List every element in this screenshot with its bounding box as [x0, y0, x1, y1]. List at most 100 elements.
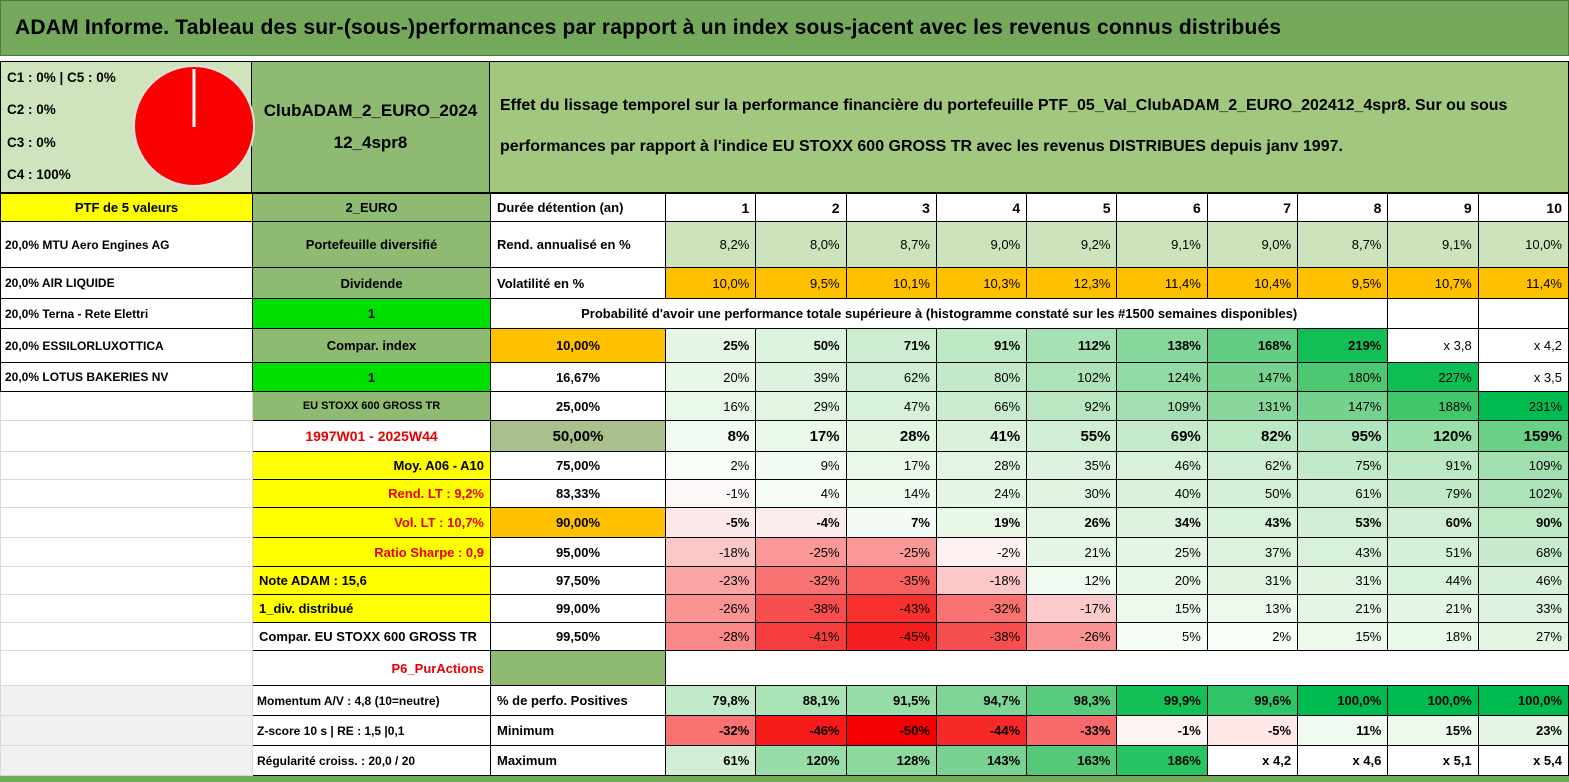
p6-puractions-value-10[interactable] — [1478, 650, 1569, 686]
p95-value-2[interactable]: -25% — [755, 537, 847, 567]
probability-header-tail-2[interactable] — [1477, 298, 1569, 329]
p975-value-6[interactable]: 20% — [1116, 566, 1208, 595]
p95-value-5[interactable]: 21% — [1026, 537, 1118, 567]
p50-value-9[interactable]: 120% — [1387, 420, 1479, 452]
duration-header-value-1[interactable]: 1 — [664, 193, 757, 222]
duration-header-value-3[interactable]: 3 — [845, 193, 937, 222]
p99-value-1[interactable]: -26% — [664, 594, 757, 623]
perfo-positives-value-9[interactable]: 100,0% — [1387, 685, 1479, 716]
p16-left[interactable]: 20,0% LOTUS BAKERIES NV — [0, 362, 253, 392]
p995-value-2[interactable]: -41% — [755, 622, 847, 651]
p995-left[interactable] — [0, 622, 253, 651]
p90-value-4[interactable]: 19% — [935, 507, 1028, 538]
p75-value-3[interactable]: 17% — [845, 451, 937, 480]
p25-value-5[interactable]: 92% — [1026, 391, 1118, 421]
p83-left[interactable] — [0, 479, 253, 508]
p25-value-8[interactable]: 147% — [1297, 391, 1389, 421]
p16-label[interactable]: 16,67% — [490, 362, 666, 392]
p10-value-8[interactable]: 219% — [1297, 328, 1389, 363]
p83-value-1[interactable]: -1% — [664, 479, 757, 508]
p75-left[interactable] — [0, 451, 253, 480]
p25-value-6[interactable]: 109% — [1116, 391, 1208, 421]
p83-label[interactable]: 83,33% — [490, 479, 666, 508]
probability-header-tail-1[interactable] — [1387, 298, 1479, 329]
p95-value-3[interactable]: -25% — [845, 537, 937, 567]
p50-value-8[interactable]: 95% — [1297, 420, 1389, 452]
p99-value-3[interactable]: -43% — [845, 594, 937, 623]
p16-value-7[interactable]: 147% — [1206, 362, 1299, 392]
rend-annualise-value-7[interactable]: 9,0% — [1206, 221, 1299, 268]
p83-mid[interactable]: Rend. LT : 9,2% — [252, 479, 491, 508]
p99-value-7[interactable]: 13% — [1206, 594, 1299, 623]
p6-puractions-label[interactable] — [490, 650, 666, 686]
p75-value-7[interactable]: 62% — [1206, 451, 1299, 480]
volatilite-value-2[interactable]: 9,5% — [755, 267, 847, 299]
p975-value-4[interactable]: -18% — [935, 566, 1028, 595]
probability-header-merged[interactable]: Probabilité d'avoir une performance tota… — [489, 298, 1389, 329]
p16-value-5[interactable]: 102% — [1026, 362, 1118, 392]
p16-value-9[interactable]: 227% — [1387, 362, 1479, 392]
duration-header-value-10[interactable]: 10 — [1477, 193, 1569, 222]
duration-header-value-8[interactable]: 8 — [1297, 193, 1389, 222]
minimum-value-9[interactable]: 15% — [1387, 715, 1479, 746]
probability-header-left[interactable]: 20,0% Terna - Rete Elettri — [0, 298, 253, 329]
duration-header-value-4[interactable]: 4 — [935, 193, 1028, 222]
p90-left[interactable] — [0, 507, 253, 538]
p83-value-5[interactable]: 30% — [1026, 479, 1118, 508]
p6-puractions-value-7[interactable] — [1207, 650, 1298, 686]
p90-label[interactable]: 90,00% — [490, 507, 666, 538]
p10-left[interactable]: 20,0% ESSILORLUXOTTICA — [0, 328, 253, 363]
p50-value-3[interactable]: 28% — [845, 420, 937, 452]
rend-annualise-value-5[interactable]: 9,2% — [1026, 221, 1118, 268]
duration-header-value-5[interactable]: 5 — [1026, 193, 1118, 222]
volatilite-left[interactable]: 20,0% AIR LIQUIDE — [0, 267, 253, 299]
p95-value-1[interactable]: -18% — [664, 537, 757, 567]
maximum-value-7[interactable]: x 4,2 — [1206, 745, 1299, 776]
p90-value-10[interactable]: 90% — [1477, 507, 1569, 538]
volatilite-value-7[interactable]: 10,4% — [1206, 267, 1299, 299]
minimum-value-1[interactable]: -32% — [664, 715, 757, 746]
p10-value-10[interactable]: x 4,2 — [1477, 328, 1569, 363]
volatilite-value-8[interactable]: 9,5% — [1297, 267, 1389, 299]
p95-value-8[interactable]: 43% — [1297, 537, 1389, 567]
p90-value-2[interactable]: -4% — [755, 507, 847, 538]
perfo-positives-value-6[interactable]: 99,9% — [1116, 685, 1208, 716]
p50-mid[interactable]: 1997W01 - 2025W44 — [252, 420, 491, 452]
p90-mid[interactable]: Vol. LT : 10,7% — [252, 507, 491, 538]
p50-left[interactable] — [0, 420, 253, 452]
p90-value-6[interactable]: 34% — [1116, 507, 1208, 538]
p975-value-9[interactable]: 44% — [1387, 566, 1479, 595]
p95-value-10[interactable]: 68% — [1477, 537, 1569, 567]
p6-puractions-value-2[interactable] — [755, 650, 847, 686]
duration-header-value-6[interactable]: 6 — [1116, 193, 1208, 222]
p95-value-6[interactable]: 25% — [1116, 537, 1208, 567]
p16-value-3[interactable]: 62% — [845, 362, 937, 392]
volatilite-value-5[interactable]: 12,3% — [1026, 267, 1118, 299]
rend-annualise-value-8[interactable]: 8,7% — [1297, 221, 1389, 268]
minimum-value-8[interactable]: 11% — [1297, 715, 1389, 746]
p90-value-1[interactable]: -5% — [664, 507, 757, 538]
perfo-positives-value-5[interactable]: 98,3% — [1026, 685, 1118, 716]
p50-value-1[interactable]: 8% — [664, 420, 757, 452]
maximum-value-3[interactable]: 128% — [845, 745, 937, 776]
p99-value-9[interactable]: 21% — [1387, 594, 1479, 623]
portfolio-name-cell[interactable]: ClubADAM_2_EURO_202412_4spr8 — [252, 62, 490, 192]
minimum-value-5[interactable]: -33% — [1026, 715, 1118, 746]
perfo-positives-value-4[interactable]: 94,7% — [935, 685, 1028, 716]
perfo-positives-value-7[interactable]: 99,6% — [1206, 685, 1299, 716]
p995-label[interactable]: 99,50% — [490, 622, 666, 651]
p995-value-7[interactable]: 2% — [1206, 622, 1299, 651]
perfo-positives-value-10[interactable]: 100,0% — [1477, 685, 1569, 716]
p995-value-4[interactable]: -38% — [935, 622, 1028, 651]
p10-mid[interactable]: Compar. index — [252, 328, 491, 363]
p83-value-3[interactable]: 14% — [845, 479, 937, 508]
p975-value-5[interactable]: 12% — [1026, 566, 1118, 595]
p50-label[interactable]: 50,00% — [490, 420, 666, 452]
perfo-positives-mid[interactable]: Momentum A/V : 4,8 (10=neutre) — [252, 685, 491, 716]
maximum-value-5[interactable]: 163% — [1026, 745, 1118, 776]
maximum-value-2[interactable]: 120% — [755, 745, 847, 776]
p75-value-2[interactable]: 9% — [755, 451, 847, 480]
p10-value-1[interactable]: 25% — [664, 328, 757, 363]
perfo-positives-value-2[interactable]: 88,1% — [755, 685, 847, 716]
duration-header-value-9[interactable]: 9 — [1387, 193, 1479, 222]
